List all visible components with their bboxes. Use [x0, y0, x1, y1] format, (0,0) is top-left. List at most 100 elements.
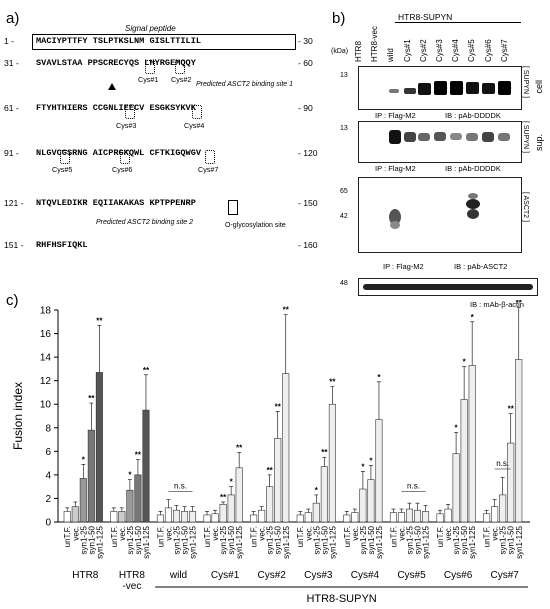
blot1-side2: cell	[534, 80, 544, 94]
y-tick-label: 10	[40, 400, 52, 411]
category-tick-label: syn1-25	[312, 525, 321, 554]
category-tick-label: unT.F.	[436, 526, 445, 547]
category-tick-label: syn1-25	[359, 525, 368, 554]
category-tick-label: unT.F.	[110, 526, 119, 547]
cys5-label: Cys#5	[52, 165, 73, 174]
ns-label: n.s.	[496, 459, 509, 468]
seq-row-start: 61 -	[4, 103, 19, 113]
category-tick-label: syn1-25	[126, 525, 135, 554]
seq-row-start: 121 -	[4, 198, 24, 208]
category-tick-label: syn1-25	[452, 525, 461, 554]
bar	[389, 512, 397, 523]
bar	[452, 453, 460, 523]
significance-mark: **	[275, 402, 282, 411]
seq-row-residues: FTYHTHIERS CCGNLIEECV ESGKSYKVK	[36, 103, 196, 113]
significance-mark: **	[135, 451, 142, 460]
bar	[118, 511, 126, 523]
bar	[181, 511, 189, 523]
significance-mark: **	[220, 493, 227, 502]
lane-label: HTR8	[354, 41, 363, 62]
seq-row-residues: SVAVLSTAA PPSCRECYQS LHYRGEMQQY	[36, 58, 196, 68]
glyco-note: O-glycosylation site	[225, 222, 286, 229]
category-tick-label: syn1-50	[181, 525, 190, 554]
y-tick-label: 6	[45, 447, 51, 458]
seq-row-start: 151 -	[4, 240, 24, 250]
blot-supyn-sup	[358, 121, 522, 163]
seq-row-start: 1 -	[4, 36, 15, 46]
category-tick-label: vec.	[211, 526, 220, 541]
bar	[367, 479, 375, 523]
significance-mark: **	[508, 405, 515, 414]
blot-supyn-cell-bands	[389, 81, 511, 95]
panel-b-label: b)	[332, 10, 346, 27]
category-tick-label: syn1-50	[134, 525, 143, 554]
seq-row-end: - 120	[298, 148, 318, 158]
bar	[414, 509, 422, 523]
group-label: Cys#3	[304, 570, 333, 581]
category-tick-label: syn1-25	[266, 525, 275, 554]
category-tick-label: unT.F.	[250, 526, 259, 547]
group-label: Cys#6	[444, 570, 473, 581]
cys7-box	[205, 150, 215, 164]
site1-note: Predicted ASCT2 binding site 1	[196, 81, 294, 88]
bar	[499, 494, 507, 523]
bar	[351, 512, 359, 523]
supyn-group-label: HTR8-SUPYN	[306, 593, 376, 605]
category-tick-label: syn1-50	[367, 525, 376, 554]
group-label: wild	[169, 570, 187, 581]
lane-label: wild	[386, 48, 396, 62]
category-tick-label: vec.	[491, 526, 500, 541]
lane-label: Cys#2	[418, 39, 428, 62]
blot3-side-label: [ ASCT2 ]	[522, 192, 529, 222]
blot1-marker: 13	[340, 72, 348, 79]
category-tick-label: vec.	[444, 526, 453, 541]
blot2-marker: 13	[340, 125, 348, 132]
bar	[126, 489, 134, 523]
category-tick-label: syn1-125	[422, 525, 431, 558]
y-tick-label: 18	[40, 306, 52, 317]
seq-row-residues: NTQVLEDIKR EQIIAKAKAS KPTPPENRP	[36, 198, 196, 208]
cys6-label: Cys#6	[112, 165, 133, 174]
seq-row-start: 31 -	[4, 58, 19, 68]
group-label: Cys#5	[397, 570, 426, 581]
bar	[134, 474, 142, 523]
significance-mark: *	[463, 358, 467, 367]
blot3-ib: IB : pAb-ASCT2	[454, 262, 508, 271]
cys1-label: Cys#1	[138, 75, 159, 84]
category-tick-label: syn1-25	[172, 525, 181, 554]
y-tick-label: 4	[45, 470, 51, 481]
lane-label: Cys#1	[402, 39, 412, 62]
bar	[312, 502, 320, 523]
seq-row-residues: MACIYPTTFY TSLPTKSLNM GISLTTILIL	[36, 36, 202, 46]
blot1-ib: IB : pAb-DDDDK	[445, 111, 501, 120]
panel-a-label: a)	[6, 10, 20, 27]
bar	[507, 442, 515, 523]
significance-mark: *	[377, 373, 381, 382]
lane-label: Cys#6	[483, 39, 493, 62]
bar	[515, 359, 523, 523]
blot3-marker-65: 65	[340, 188, 348, 195]
bar	[460, 399, 468, 523]
category-tick-label: unT.F.	[389, 526, 398, 547]
category-tick-label: syn1-25	[219, 525, 228, 554]
y-tick-label: 2	[45, 494, 51, 505]
seq-row-end: - 160	[298, 240, 318, 250]
significance-mark: **	[88, 394, 95, 403]
cys6-box	[120, 150, 130, 164]
significance-mark: *	[361, 462, 365, 471]
seq-row-residues: RHFHSFIQKL	[36, 240, 88, 250]
group-label: Cys#1	[211, 570, 240, 581]
blot-actin-bands	[363, 284, 533, 290]
cys1-box	[145, 60, 155, 74]
category-tick-label: syn1-125	[189, 525, 198, 558]
category-tick-label: vec.	[304, 526, 313, 541]
bar	[436, 513, 444, 523]
blot2-ib: IB : pAb-DDDDK	[445, 164, 501, 173]
bar	[164, 507, 172, 523]
category-tick-label: syn1-125	[95, 525, 104, 558]
bar	[227, 494, 235, 523]
bar	[63, 511, 71, 523]
group-label: HTR8	[72, 570, 99, 581]
kda-label: (kDa)	[331, 48, 349, 55]
